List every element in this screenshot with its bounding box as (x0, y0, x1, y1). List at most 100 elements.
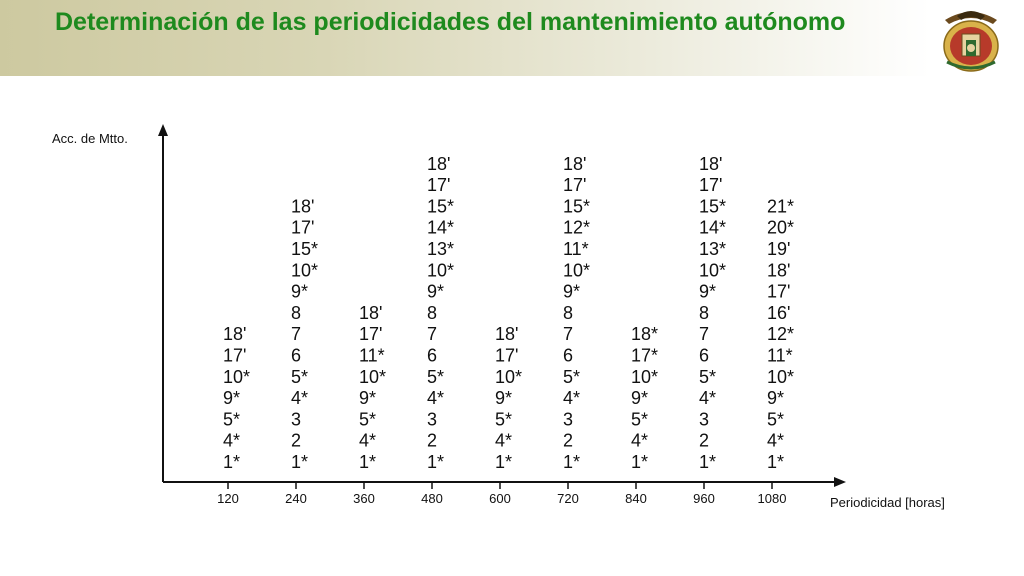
maintenance-action-label: 18* (631, 324, 658, 344)
y-axis-arrow-icon (158, 124, 168, 136)
maintenance-action-label: 5* (359, 409, 376, 429)
maintenance-action-label: 15* (699, 196, 726, 216)
maintenance-action-label: 5* (427, 367, 444, 387)
maintenance-action-label: 18' (495, 324, 518, 344)
maintenance-action-label: 4* (291, 388, 308, 408)
maintenance-action-label: 8 (427, 303, 437, 323)
maintenance-action-label: 5* (699, 367, 716, 387)
maintenance-action-label: 1* (427, 452, 444, 472)
maintenance-action-label: 18' (427, 154, 450, 174)
x-axis-arrow-icon (834, 477, 846, 487)
maintenance-action-label: 18' (359, 303, 382, 323)
maintenance-action-label: 10* (767, 367, 794, 387)
x-tick-label: 360 (353, 491, 375, 506)
maintenance-action-label: 5* (223, 409, 240, 429)
maintenance-action-label: 9* (631, 388, 648, 408)
maintenance-action-label: 7 (563, 324, 573, 344)
maintenance-action-label: 15* (291, 239, 318, 259)
maintenance-action-label: 8 (291, 303, 301, 323)
x-ticks: 120 240 360 480 600 720 840 960 1080 (217, 482, 786, 506)
maintenance-action-label: 6 (291, 346, 301, 366)
y-axis-label: Acc. de Mtto. (52, 131, 128, 146)
x-tick-label: 240 (285, 491, 307, 506)
maintenance-action-label: 5* (495, 409, 512, 429)
maintenance-action-label: 1* (563, 452, 580, 472)
maintenance-action-label: 10* (223, 367, 250, 387)
x-tick-label: 960 (693, 491, 715, 506)
maintenance-action-label: 15* (427, 196, 454, 216)
maintenance-action-label: 21* (767, 196, 794, 216)
maintenance-action-label: 3 (563, 409, 573, 429)
maintenance-action-label: 9* (223, 388, 240, 408)
maintenance-action-label: 18' (223, 324, 246, 344)
maintenance-action-label: 1* (359, 452, 376, 472)
maintenance-action-label: 12* (767, 324, 794, 344)
maintenance-action-label: 4* (427, 388, 444, 408)
maintenance-action-label: 17' (495, 346, 518, 366)
x-tick-label: 720 (557, 491, 579, 506)
header-band (0, 0, 930, 76)
maintenance-action-label: 2 (563, 431, 573, 451)
maintenance-action-label: 9* (427, 282, 444, 302)
maintenance-action-label: 8 (563, 303, 573, 323)
maintenance-action-label: 10* (495, 367, 522, 387)
maintenance-action-label: 7 (427, 324, 437, 344)
maintenance-action-label: 1* (223, 452, 240, 472)
maintenance-action-label: 15* (563, 196, 590, 216)
maintenance-action-label: 5* (563, 367, 580, 387)
maintenance-action-label: 14* (699, 218, 726, 238)
maintenance-action-label: 9* (495, 388, 512, 408)
maintenance-action-label: 3 (291, 409, 301, 429)
maintenance-action-label: 1* (767, 452, 784, 472)
action-stacks: 18'17'10*9*5*4*1*18'17'15*10*9*8765*4*32… (223, 154, 794, 472)
maintenance-action-label: 5* (291, 367, 308, 387)
maintenance-action-label: 17' (699, 175, 722, 195)
maintenance-action-label: 11* (563, 239, 589, 259)
maintenance-action-label: 8 (699, 303, 709, 323)
maintenance-action-label: 11* (767, 346, 793, 366)
x-tick-label: 480 (421, 491, 443, 506)
maintenance-action-label: 17' (223, 346, 246, 366)
maintenance-action-label: 17' (767, 282, 790, 302)
maintenance-action-label: 6 (699, 346, 709, 366)
maintenance-action-label: 17* (631, 346, 658, 366)
maintenance-action-label: 9* (291, 282, 308, 302)
page-title: Determinación de las periodicidades del … (55, 8, 846, 36)
maintenance-action-label: 17' (427, 175, 450, 195)
maintenance-action-label: 18' (563, 154, 586, 174)
maintenance-action-label: 4* (767, 431, 784, 451)
maintenance-action-label: 10* (359, 367, 386, 387)
maintenance-action-label: 4* (699, 388, 716, 408)
maintenance-action-label: 1* (495, 452, 512, 472)
maintenance-action-label: 9* (563, 282, 580, 302)
maintenance-action-label: 17' (563, 175, 586, 195)
x-axis-label: Periodicidad [horas] (830, 495, 945, 510)
x-tick-label: 840 (625, 491, 647, 506)
maintenance-action-label: 2 (699, 431, 709, 451)
maintenance-action-label: 1* (699, 452, 716, 472)
maintenance-action-label: 10* (631, 367, 658, 387)
x-tick-label: 1080 (758, 491, 787, 506)
maintenance-action-label: 3 (699, 409, 709, 429)
maintenance-action-label: 13* (427, 239, 454, 259)
maintenance-action-label: 12* (563, 218, 590, 238)
maintenance-action-label: 4* (631, 431, 648, 451)
institution-crest-icon (943, 11, 999, 72)
maintenance-action-label: 4* (563, 388, 580, 408)
maintenance-action-label: 9* (767, 388, 784, 408)
maintenance-action-label: 13* (699, 239, 726, 259)
maintenance-action-label: 11* (359, 346, 385, 366)
maintenance-action-label: 10* (563, 260, 590, 280)
maintenance-action-label: 10* (427, 260, 454, 280)
maintenance-action-label: 10* (291, 260, 318, 280)
maintenance-action-label: 7 (291, 324, 301, 344)
x-tick-label: 600 (489, 491, 511, 506)
maintenance-action-label: 2 (291, 431, 301, 451)
maintenance-action-label: 14* (427, 218, 454, 238)
maintenance-action-label: 16' (767, 303, 790, 323)
maintenance-action-label: 19' (767, 239, 790, 259)
maintenance-action-label: 7 (699, 324, 709, 344)
maintenance-action-label: 17' (359, 324, 382, 344)
maintenance-action-label: 6 (563, 346, 573, 366)
